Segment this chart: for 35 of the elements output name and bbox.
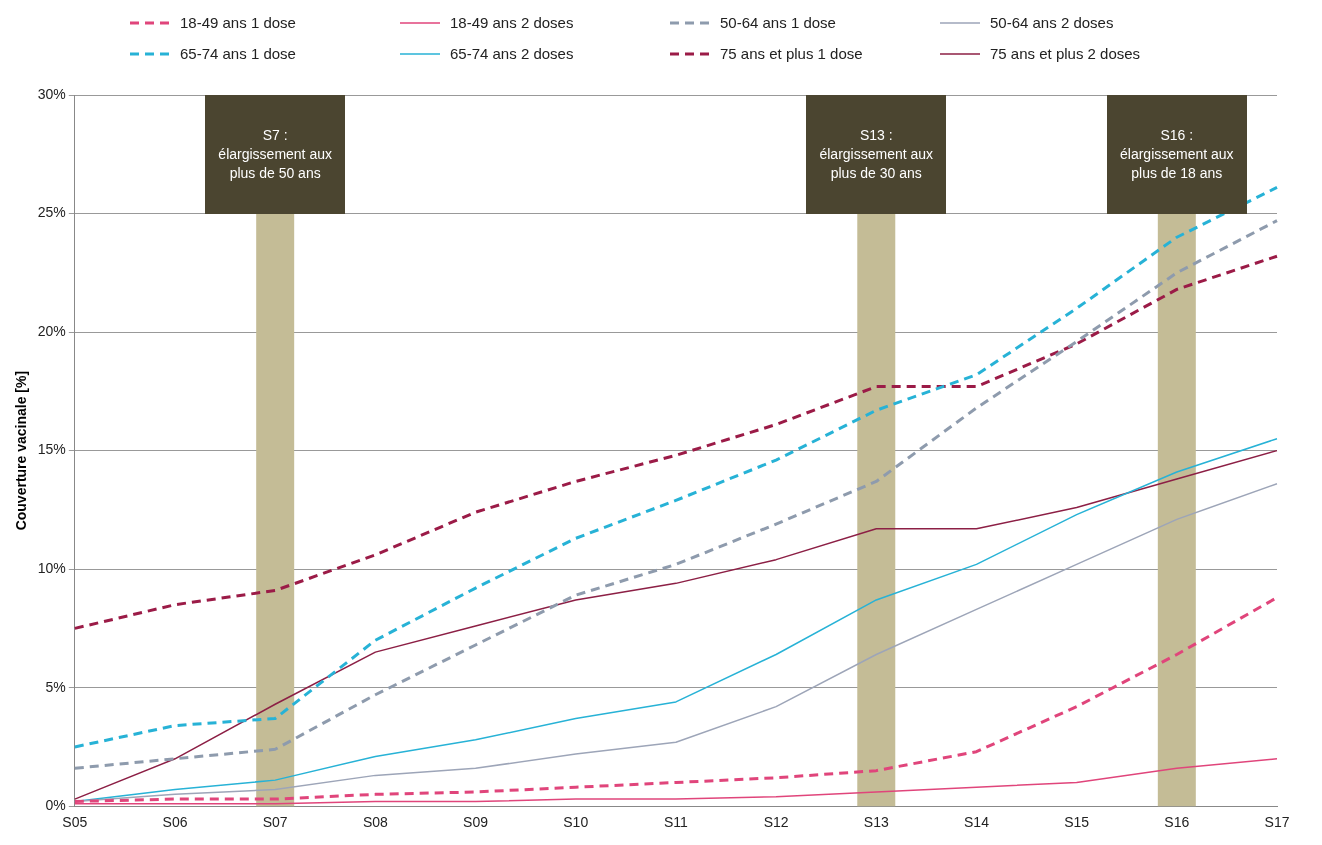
legend-label: 65-74 ans 1 dose [180, 45, 296, 62]
x-tick-label: S06 [162, 814, 188, 831]
ref-line-label: S16 : élargissement aux plus de 18 ans [1119, 125, 1235, 183]
x-tick-label: S14 [963, 814, 990, 831]
y-tick-label: 15% [37, 441, 66, 458]
y-tick-label: 25% [37, 204, 66, 221]
x-tick-label: S12 [763, 814, 789, 831]
legend-label: 50-64 ans 1 dose [720, 14, 836, 31]
legend-label: 75 ans et plus 2 doses [990, 45, 1141, 62]
y-tick-label: 5% [45, 678, 66, 695]
legend-label: 65-74 ans 2 doses [450, 45, 574, 62]
legend-label: 50-64 ans 2 doses [990, 14, 1114, 31]
y-tick-label: 20% [37, 322, 66, 339]
y-tick-label: 30% [37, 85, 66, 102]
ref-line-label: S7 : élargissement aux plus de 50 ans [217, 125, 333, 183]
x-tick-label: S08 [362, 814, 389, 831]
y-tick-label: 10% [37, 559, 66, 576]
x-tick-label: S05 [62, 814, 88, 831]
x-tick-label: S13 [863, 814, 889, 831]
x-tick-label: S11 [663, 814, 689, 831]
x-tick-label: S16 [1164, 814, 1190, 831]
callout-box: S13 : élargissement aux plus de 30 ans [806, 95, 947, 214]
callout-box: S7 : élargissement aux plus de 50 ans [205, 95, 346, 214]
legend-label: 18-49 ans 2 doses [450, 14, 574, 31]
x-tick-label: S17 [1264, 814, 1290, 831]
x-tick-label: S10 [563, 814, 589, 831]
x-tick-label: S07 [262, 814, 288, 831]
x-tick-label: S15 [1064, 814, 1090, 831]
y-tick-label: 0% [45, 797, 66, 814]
legend-label: 75 ans et plus 1 dose [720, 45, 863, 62]
legend-label: 18-49 ans 1 dose [180, 14, 296, 31]
callout-box: S16 : élargissement aux plus de 18 ans [1106, 95, 1247, 214]
ref-line-label: S13 : élargissement aux plus de 30 ans [818, 125, 935, 183]
y-axis-title: Couverture vacinale [%] [13, 370, 30, 531]
x-tick-label: S09 [463, 814, 489, 831]
